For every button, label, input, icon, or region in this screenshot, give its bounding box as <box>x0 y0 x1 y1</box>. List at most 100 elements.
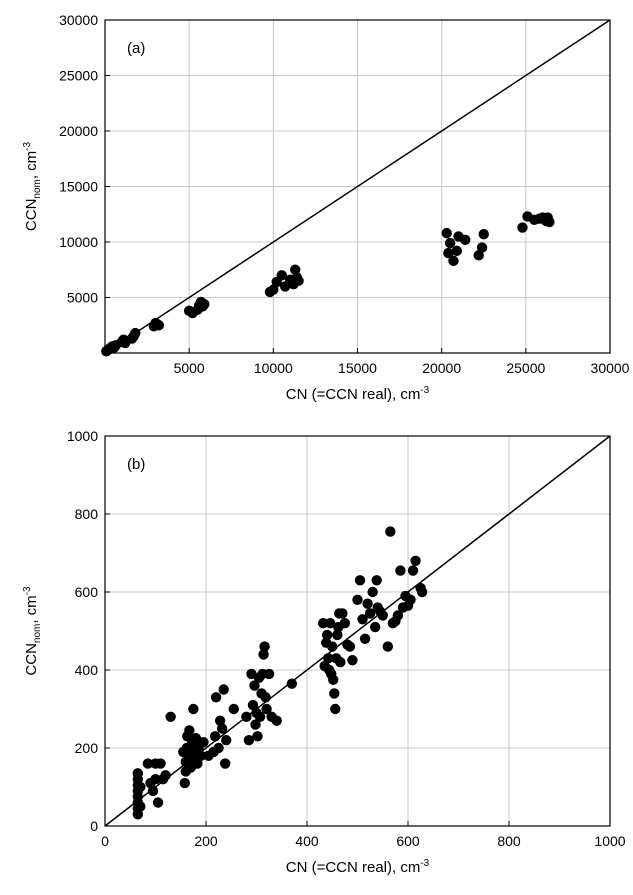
data-point <box>188 703 199 715</box>
y-tick-label: 600 <box>75 584 99 600</box>
data-point <box>142 758 154 769</box>
data-point <box>132 768 144 779</box>
data-point <box>160 770 171 781</box>
data-point <box>441 227 452 239</box>
data-point <box>392 610 404 621</box>
data-point <box>322 629 333 641</box>
data-point <box>179 777 190 789</box>
data-point <box>209 731 221 742</box>
data-point <box>252 731 263 742</box>
y-tick-labels-b: 0 200 400 600 800 1000 <box>67 428 98 834</box>
x-tick-label: 30000 <box>591 360 630 376</box>
x-tick-label: 0 <box>101 833 109 849</box>
data-point <box>195 750 207 761</box>
data-point <box>329 688 340 699</box>
y-tick-label: 20000 <box>59 123 98 139</box>
data-point <box>444 237 456 249</box>
x-tick-label: 600 <box>396 833 420 849</box>
x-tick-label: 400 <box>295 833 319 849</box>
data-point <box>354 575 366 586</box>
data-point <box>377 610 388 621</box>
x-tick-label: 15000 <box>338 360 377 376</box>
data-point <box>290 264 301 275</box>
data-point <box>517 222 528 233</box>
data-point <box>241 711 252 722</box>
data-point <box>247 699 259 711</box>
data-point <box>254 711 266 722</box>
data-point <box>263 668 275 680</box>
data-point <box>276 270 287 281</box>
data-point <box>478 229 489 240</box>
data-point <box>344 641 356 652</box>
data-point <box>213 742 224 754</box>
data-point <box>286 678 298 689</box>
data-point <box>261 703 272 715</box>
y-tick-label: 10000 <box>59 234 98 250</box>
data-point <box>416 586 428 598</box>
x-axis-title-a: CN (=CCN real), cm-3 <box>286 385 430 403</box>
data-point <box>451 245 463 257</box>
x-tick-labels-b: 0 200 400 600 800 1000 <box>101 833 626 849</box>
scatter-points-b <box>132 526 428 820</box>
data-point <box>198 736 209 748</box>
data-point <box>369 621 381 633</box>
data-point <box>407 565 419 576</box>
data-point <box>339 618 351 629</box>
data-point <box>259 641 270 652</box>
data-point <box>544 216 555 228</box>
data-point <box>325 618 336 629</box>
data-point <box>150 317 161 329</box>
data-point <box>165 711 176 722</box>
data-point <box>335 657 346 668</box>
x-tick-labels-a: 5000 10000 15000 20000 25000 30000 <box>174 360 630 376</box>
x-tick-label: 25000 <box>506 360 545 376</box>
data-point <box>364 608 376 619</box>
one-to-one-line <box>104 435 611 827</box>
data-point <box>135 781 146 793</box>
data-point <box>332 629 343 641</box>
data-point <box>260 692 271 703</box>
data-point <box>405 594 416 605</box>
reference-line-b <box>104 435 611 827</box>
data-point <box>250 719 261 730</box>
chart-panel-a: 5000 10000 15000 20000 25000 30000 5000 10000 1… <box>22 12 630 403</box>
y-tick-label: 1000 <box>67 428 98 444</box>
data-point <box>214 715 226 726</box>
data-point <box>385 526 396 537</box>
tick-marks-b <box>104 435 611 827</box>
data-point <box>476 242 488 253</box>
y-axis-title-b: CCNnom, cm-3 <box>22 586 43 676</box>
data-point <box>243 735 255 746</box>
data-point <box>210 692 222 703</box>
y-axis-title-a: CCNnom, cm-3 <box>22 141 43 231</box>
y-tick-label: 15000 <box>59 179 98 195</box>
y-tick-label: 200 <box>75 740 99 756</box>
data-point <box>327 641 338 652</box>
data-point <box>359 633 371 644</box>
data-point <box>293 275 304 287</box>
data-point <box>249 680 260 691</box>
one-to-one-line <box>104 19 611 354</box>
data-point <box>184 725 195 736</box>
data-point <box>216 723 228 734</box>
y-tick-label: 30000 <box>59 12 98 28</box>
data-point <box>410 555 421 566</box>
grid-b <box>105 436 610 826</box>
y-tick-label: 5000 <box>67 290 98 306</box>
data-point <box>199 298 210 310</box>
data-point <box>126 333 138 344</box>
x-tick-label: 800 <box>497 833 521 849</box>
x-tick-label: 10000 <box>254 360 293 376</box>
panel-label-a: (a) <box>127 40 145 57</box>
data-point <box>448 255 459 267</box>
data-point <box>192 758 203 769</box>
data-point <box>271 715 282 726</box>
y-tick-label: 0 <box>90 818 98 834</box>
scatter-points-a <box>101 211 555 357</box>
data-point <box>443 247 454 259</box>
data-point <box>147 785 159 797</box>
data-point <box>362 598 373 609</box>
data-point <box>330 703 341 715</box>
